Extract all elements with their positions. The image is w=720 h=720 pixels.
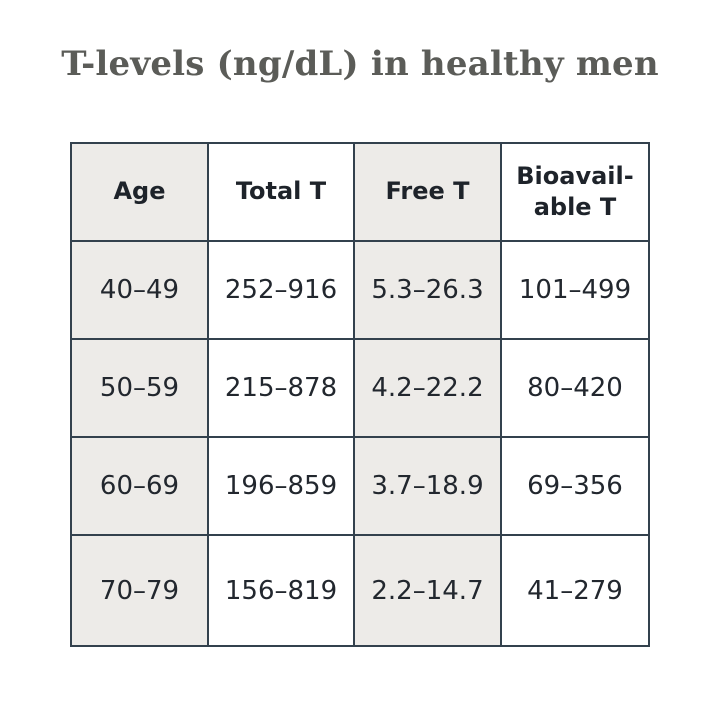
page-title: T-levels (ng/dL) in healthy men (61, 44, 659, 84)
column-header-total-t: Total T (207, 142, 355, 242)
cell-bioavailable-t-50-59: 80–420 (500, 338, 650, 438)
cell-total-t-50-59: 215–878 (207, 338, 355, 438)
cell-free-t-40-49: 5.3–26.3 (353, 240, 502, 340)
cell-free-t-50-59: 4.2–22.2 (353, 338, 502, 438)
cell-free-t-70-79: 2.2–14.7 (353, 534, 502, 647)
column-header-age: Age (70, 142, 209, 242)
table-row: 40–49 252–916 5.3–26.3 101–499 (70, 240, 650, 340)
cell-bioavailable-t-70-79: 41–279 (500, 534, 650, 647)
cell-age-60-69: 60–69 (70, 436, 209, 536)
cell-total-t-70-79: 156–819 (207, 534, 355, 647)
cell-bioavailable-t-60-69: 69–356 (500, 436, 650, 536)
cell-total-t-40-49: 252–916 (207, 240, 355, 340)
cell-bioavailable-t-40-49: 101–499 (500, 240, 650, 340)
column-header-bioavailable-t: Bioavail- able T (500, 142, 650, 242)
t-levels-table: Age Total T Free T Bioavail- able T 40–4… (70, 142, 650, 647)
cell-age-50-59: 50–59 (70, 338, 209, 438)
cell-free-t-60-69: 3.7–18.9 (353, 436, 502, 536)
table-header-row: Age Total T Free T Bioavail- able T (70, 142, 650, 242)
table-row: 70–79 156–819 2.2–14.7 41–279 (70, 534, 650, 647)
cell-age-40-49: 40–49 (70, 240, 209, 340)
column-header-free-t: Free T (353, 142, 502, 242)
table-row: 60–69 196–859 3.7–18.9 69–356 (70, 436, 650, 536)
cell-total-t-60-69: 196–859 (207, 436, 355, 536)
table-row: 50–59 215–878 4.2–22.2 80–420 (70, 338, 650, 438)
cell-age-70-79: 70–79 (70, 534, 209, 647)
